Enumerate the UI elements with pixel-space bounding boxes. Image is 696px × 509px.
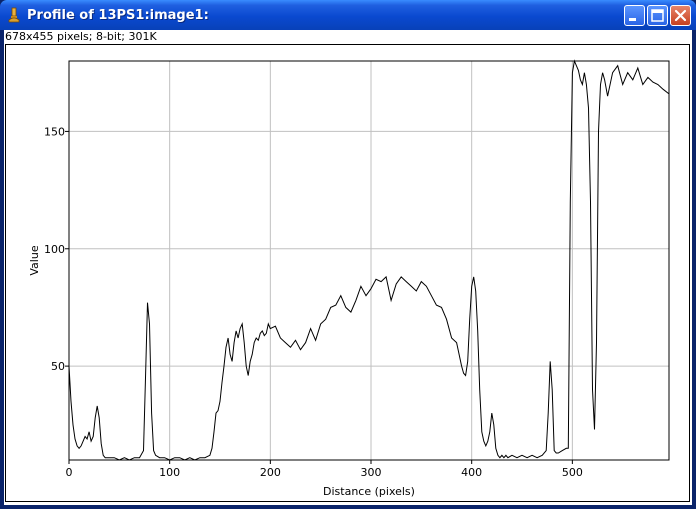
x-tick-label: 0 [66, 466, 73, 479]
x-tick-label: 300 [361, 466, 382, 479]
x-axis-label: Distance (pixels) [323, 485, 415, 498]
image-info-text: 678x455 pixels; 8-bit; 301K [5, 30, 157, 43]
axis-ticks: 0 100 200 300 400 500 50 100 150 [44, 125, 583, 479]
title-bar[interactable]: Profile of 13PS1:image1: [0, 0, 696, 30]
microscope-icon[interactable] [7, 7, 21, 23]
window-title: Profile of 13PS1:image1: [27, 8, 209, 23]
plot-area [68, 60, 670, 461]
x-tick-label: 500 [562, 466, 583, 479]
profile-line [68, 59, 670, 461]
y-axis-label: Value [28, 245, 41, 275]
x-tick-label: 200 [260, 466, 281, 479]
minimize-icon [629, 18, 636, 21]
plot-frame [5, 44, 690, 502]
close-icon [674, 9, 687, 22]
minimize-button[interactable] [624, 5, 645, 26]
y-tick-label: 50 [51, 360, 65, 373]
x-tick-label: 400 [461, 466, 482, 479]
window-client-area: 678x455 pixels; 8-bit; 301K [4, 30, 692, 505]
plot-grid [69, 61, 669, 460]
maximize-icon [651, 9, 664, 22]
x-tick-label: 100 [159, 466, 180, 479]
close-button[interactable] [670, 5, 691, 26]
maximize-button[interactable] [647, 5, 668, 26]
y-tick-label: 100 [44, 243, 65, 256]
y-tick-label: 150 [44, 125, 65, 138]
